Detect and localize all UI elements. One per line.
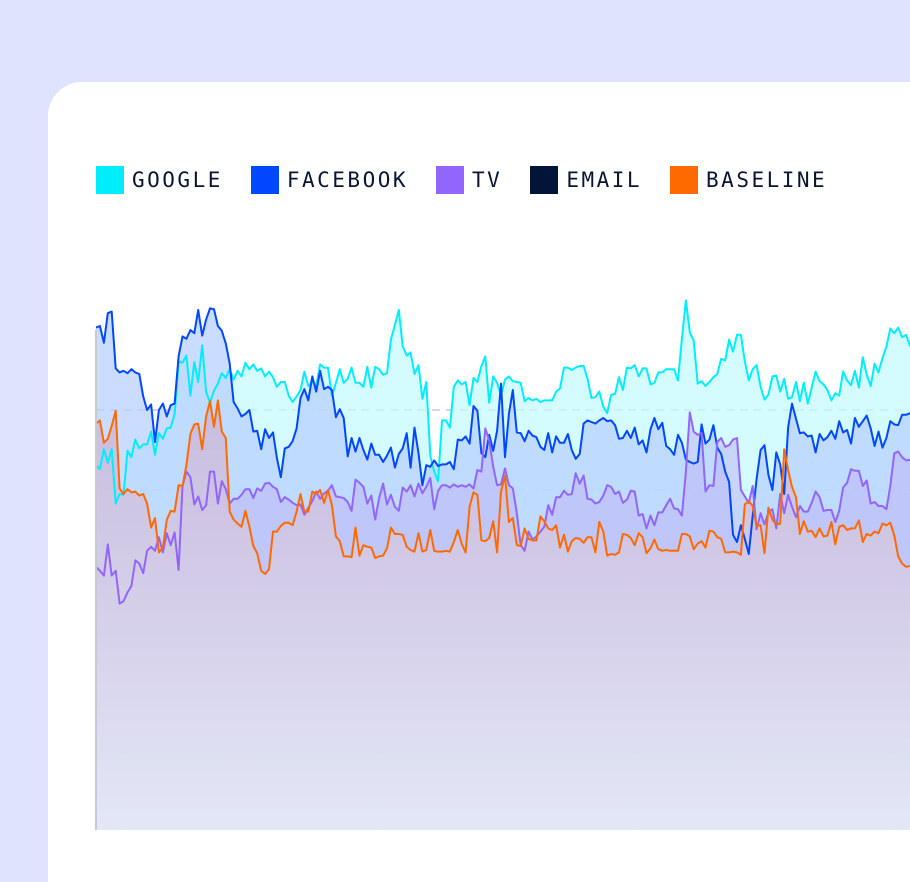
legend-label: GOOGLE bbox=[132, 168, 223, 192]
stacked-area-chart bbox=[95, 299, 910, 830]
legend-swatch bbox=[670, 166, 699, 194]
legend-swatch bbox=[96, 166, 124, 194]
legend-label: FACEBOOK bbox=[286, 168, 409, 192]
line-facebook bbox=[95, 307, 910, 555]
legend-label: BASELINE bbox=[706, 168, 828, 192]
legend-swatch bbox=[436, 166, 465, 194]
legend-item-tv[interactable]: TV bbox=[436, 166, 502, 194]
legend-swatch bbox=[530, 166, 559, 194]
legend-item-google[interactable]: GOOGLE bbox=[96, 166, 223, 194]
area-baseline bbox=[96, 400, 910, 830]
legend-item-email[interactable]: EMAIL bbox=[530, 166, 642, 194]
line-baseline bbox=[95, 399, 910, 575]
legend-item-facebook[interactable]: FACEBOOK bbox=[250, 166, 409, 194]
legend-label: EMAIL bbox=[566, 168, 643, 192]
legend-item-baseline[interactable]: BASELINE bbox=[670, 166, 827, 194]
line-google bbox=[95, 299, 910, 505]
series-lines bbox=[95, 299, 910, 605]
chart-legend: GOOGLE FACEBOOK TV EMAIL BASELINE bbox=[96, 166, 827, 194]
legend-label: TV bbox=[472, 168, 503, 192]
legend-swatch bbox=[250, 166, 279, 194]
series-areas bbox=[96, 300, 910, 830]
line-tv bbox=[95, 411, 910, 605]
